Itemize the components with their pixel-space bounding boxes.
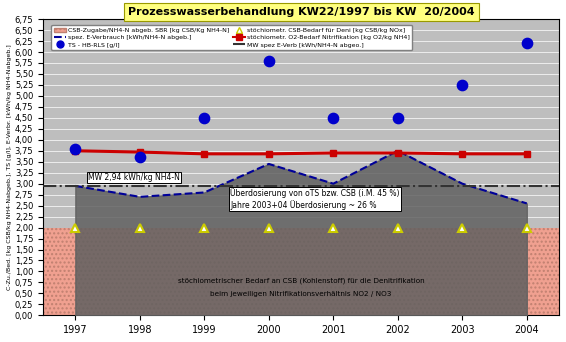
- TS - HB-RLS [g/l]: [71, 146, 80, 151]
- Line: spez. E-Verbrauch [kWh/NH4-N abgeb.]: spez. E-Verbrauch [kWh/NH4-N abgeb.]: [75, 151, 527, 203]
- stöchiometr. CSB-Bedarf für Deni [kg CSB/kg NOx]: [459, 225, 466, 229]
- spez. E-Verbrauch [kWh/NH4-N abgeb.]: [201, 190, 208, 195]
- Text: stöchiometrischer Bedarf an CSB (Kohlenstoff) für die Denitrifikation: stöchiometrischer Bedarf an CSB (Kohlens…: [178, 278, 424, 284]
- stöchiometr. O2-Bedarf Nitrifikation [kg O2/kg NH4]: [201, 152, 208, 156]
- stöchiometr. O2-Bedarf Nitrifikation [kg O2/kg NH4]: [136, 150, 143, 154]
- TS - HB-RLS [g/l]: [329, 115, 338, 121]
- spez. E-Verbrauch [kWh/NH4-N abgeb.]: [524, 201, 530, 206]
- stöchiometr. CSB-Bedarf für Deni [kg CSB/kg NOx]: [201, 225, 208, 229]
- stöchiometr. CSB-Bedarf für Deni [kg CSB/kg NOx]: [136, 225, 143, 229]
- stöchiometr. CSB-Bedarf für Deni [kg CSB/kg NOx]: [72, 225, 79, 229]
- spez. E-Verbrauch [kWh/NH4-N abgeb.]: [72, 184, 79, 188]
- stöchiometr. CSB-Bedarf für Deni [kg CSB/kg NOx]: [395, 225, 401, 229]
- stöchiometr. O2-Bedarf Nitrifikation [kg O2/kg NH4]: [72, 149, 79, 153]
- stöchiometr. O2-Bedarf Nitrifikation [kg O2/kg NH4]: [330, 151, 337, 155]
- TS - HB-RLS [g/l]: [200, 115, 209, 121]
- Text: beim jeweiligen Nitrifikationsverhältnis NO2 / NO3: beim jeweiligen Nitrifikationsverhältnis…: [211, 291, 392, 297]
- Text: MW 2,94 kWh/kg NH4-N: MW 2,94 kWh/kg NH4-N: [88, 173, 180, 182]
- TS - HB-RLS [g/l]: [522, 40, 531, 46]
- stöchiometr. O2-Bedarf Nitrifikation [kg O2/kg NH4]: [459, 152, 466, 156]
- stöchiometr. CSB-Bedarf für Deni [kg CSB/kg NOx]: [524, 225, 530, 229]
- Title: Prozesswasserbehandlung KW22/1997 bis KW  20/2004: Prozesswasserbehandlung KW22/1997 bis KW…: [128, 7, 474, 17]
- stöchiometr. O2-Bedarf Nitrifikation [kg O2/kg NH4]: [395, 151, 401, 155]
- spez. E-Verbrauch [kWh/NH4-N abgeb.]: [459, 182, 466, 186]
- spez. E-Verbrauch [kWh/NH4-N abgeb.]: [330, 182, 337, 186]
- Line: stöchiometr. CSB-Bedarf für Deni [kg CSB/kg NOx]: stöchiometr. CSB-Bedarf für Deni [kg CSB…: [71, 223, 531, 232]
- stöchiometr. O2-Bedarf Nitrifikation [kg O2/kg NH4]: [524, 152, 530, 156]
- stöchiometr. O2-Bedarf Nitrifikation [kg O2/kg NH4]: [265, 152, 272, 156]
- TS - HB-RLS [g/l]: [393, 115, 402, 121]
- spez. E-Verbrauch [kWh/NH4-N abgeb.]: [265, 162, 272, 166]
- Text: Überdosierung von oTS bzw. CSB (i.M. 45 %)
Jahre 2003+04 Überdosierung ~ 26 %: Überdosierung von oTS bzw. CSB (i.M. 45 …: [230, 188, 400, 210]
- Line: stöchiometr. O2-Bedarf Nitrifikation [kg O2/kg NH4]: stöchiometr. O2-Bedarf Nitrifikation [kg…: [72, 147, 530, 157]
- stöchiometr. CSB-Bedarf für Deni [kg CSB/kg NOx]: [265, 225, 272, 229]
- TS - HB-RLS [g/l]: [264, 58, 273, 64]
- spez. E-Verbrauch [kWh/NH4-N abgeb.]: [395, 149, 401, 153]
- TS - HB-RLS [g/l]: [458, 82, 467, 88]
- stöchiometr. CSB-Bedarf für Deni [kg CSB/kg NOx]: [330, 225, 337, 229]
- Legend: CSB-Zugabe/NH4-N abgeb. SBR [kg CSB/Kg NH4-N], spez. E-Verbrauch [kWh/NH4-N abge: CSB-Zugabe/NH4-N abgeb. SBR [kg CSB/Kg N…: [52, 25, 413, 50]
- spez. E-Verbrauch [kWh/NH4-N abgeb.]: [136, 195, 143, 199]
- TS - HB-RLS [g/l]: [135, 155, 144, 160]
- Y-axis label: C-Zu./Bed. [kg CSB/kg NH4-Nabgeb.], TS [g/l], E-Verbr. [kWh/kg NH4-Nabgeb.]: C-Zu./Bed. [kg CSB/kg NH4-Nabgeb.], TS […: [7, 44, 12, 290]
